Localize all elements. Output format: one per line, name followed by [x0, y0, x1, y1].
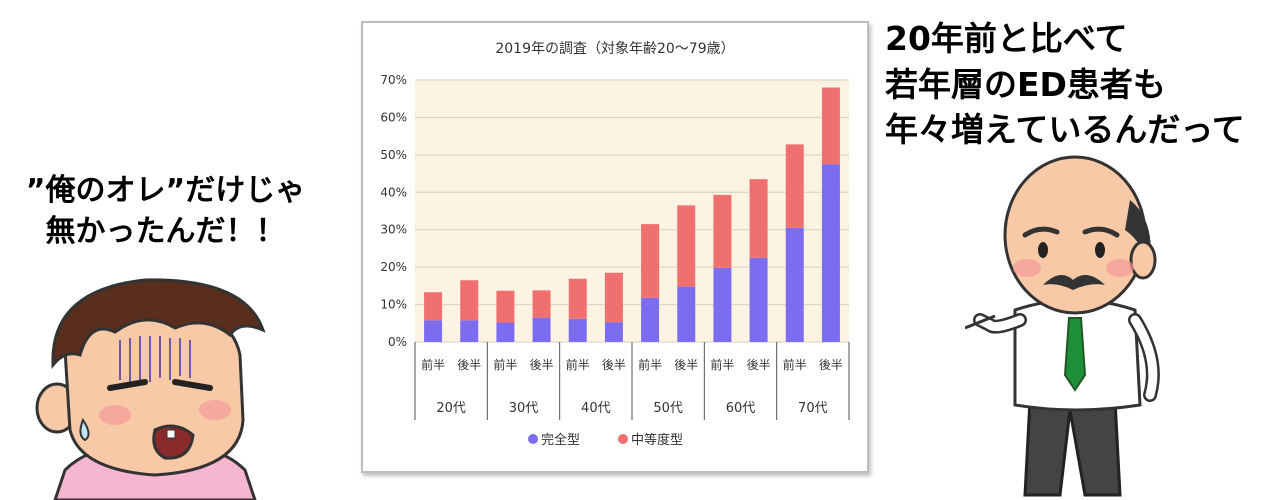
- bar-segment: [568, 278, 587, 319]
- x-subcategory-label: 後半: [747, 358, 771, 372]
- x-subcategory-label: 前半: [566, 357, 590, 372]
- legend-marker: [618, 434, 628, 444]
- stacked-bar-chart: 2019年の調査（対象年齢20～79歳） 0% 10% 20% 30% 40% 50% 60…: [380, 41, 850, 448]
- bars: [424, 87, 840, 342]
- bar-segment: [532, 290, 551, 318]
- bar-segment: [821, 164, 840, 342]
- bar-segment: [496, 322, 515, 342]
- gridlines: [415, 79, 849, 343]
- bar-segment: [713, 267, 732, 342]
- bar-segment: [641, 224, 660, 298]
- chart-panel: 2019年の調査（対象年齢20～79歳） 0% 10% 20% 30% 40% 50% 60…: [361, 21, 869, 473]
- x-subcategory-label: 後半: [457, 358, 481, 372]
- y-tick-label: 70%: [380, 73, 407, 87]
- bar-segment: [641, 297, 660, 342]
- y-tick-label: 10%: [380, 298, 407, 312]
- x-subcategory-label: 前半: [710, 357, 734, 372]
- x-group-label: 40代: [581, 401, 611, 416]
- bar-segment: [785, 227, 804, 342]
- x-subcategory-label: 前半: [783, 357, 807, 372]
- plot-background: [415, 80, 849, 342]
- bar-segment: [749, 179, 768, 258]
- bar-segment: [821, 87, 840, 165]
- speech-left-line-1: ”俺のオレ”だけじゃ: [25, 173, 306, 208]
- legend-label: 完全型: [541, 432, 580, 448]
- y-tick-label: 20%: [380, 260, 407, 274]
- legend-marker: [528, 434, 538, 444]
- y-tick-label: 40%: [380, 185, 407, 199]
- speech-right: 20年前と比べて 若年層のED患者も 年々増えているんだって: [885, 16, 1245, 153]
- bar-segment: [496, 290, 515, 323]
- speech-right-line-1: 20年前と比べて: [885, 19, 1128, 58]
- x-subcategory-label: 後半: [674, 358, 698, 372]
- bar-segment: [424, 292, 443, 321]
- bar-segment: [604, 272, 623, 323]
- speech-left: ”俺のオレ”だけじゃ 無かったんだ！！: [18, 170, 313, 253]
- bar-segment: [677, 205, 696, 287]
- legend-label: 中等度型: [631, 432, 683, 448]
- x-group-label: 30代: [509, 401, 539, 416]
- y-tick-label: 60%: [380, 110, 407, 124]
- y-tick-label: 30%: [380, 223, 407, 237]
- speech-right-line-2: 若年層のED患者も: [885, 64, 1166, 104]
- x-subcategory-label: 後半: [602, 358, 626, 372]
- bar-segment: [749, 257, 768, 342]
- bar-segment: [424, 320, 443, 342]
- x-subcategory-label: 前半: [421, 357, 445, 372]
- x-group-label: 70代: [798, 401, 828, 416]
- bar-segment: [532, 317, 551, 342]
- bar-segment: [460, 280, 479, 321]
- x-subcategory-label: 前半: [493, 357, 517, 372]
- bar-segment: [677, 286, 696, 342]
- legend: 完全型 中等度型: [528, 432, 683, 448]
- y-axis-ticks: 0% 10% 20% 30% 40% 50% 60% 70%: [380, 73, 407, 349]
- bar-segment: [785, 144, 804, 228]
- worried-man-illustration: [35, 278, 266, 500]
- x-group-label: 50代: [653, 401, 683, 416]
- x-subcategory-label: 後半: [530, 358, 554, 372]
- speech-right-line-3: 年々増えているんだって: [885, 110, 1245, 150]
- x-group-label: 60代: [726, 401, 756, 416]
- x-subcategory-label: 前半: [638, 357, 662, 372]
- bar-segment: [604, 322, 623, 342]
- speech-left-line-2: 無かったんだ！！: [45, 214, 286, 250]
- x-subcategory-label: 後半: [819, 358, 843, 372]
- y-tick-label: 0%: [388, 335, 407, 349]
- chart-title: 2019年の調査（対象年齢20～79歳）: [495, 41, 734, 57]
- bar-segment: [713, 194, 732, 268]
- y-tick-label: 50%: [380, 148, 407, 162]
- doctor-man-illustration: [965, 155, 1160, 497]
- x-group-label: 20代: [436, 401, 466, 416]
- bar-segment: [568, 318, 587, 342]
- bar-segment: [460, 320, 479, 342]
